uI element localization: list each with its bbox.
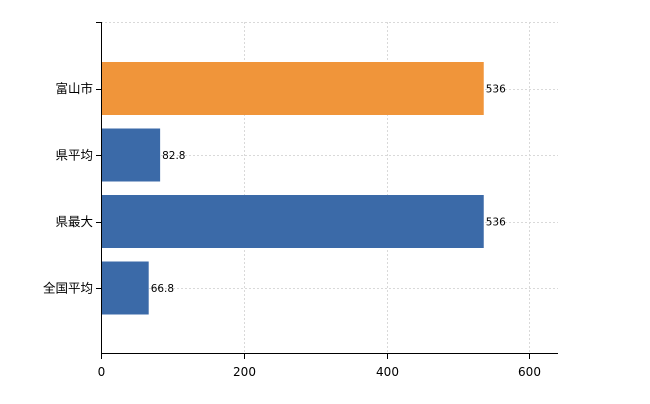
axis-layer: [96, 22, 558, 359]
data-label-0: 536: [486, 84, 506, 96]
bars-layer: [101, 62, 484, 315]
data-label-2: 536: [486, 217, 506, 229]
x-tick-label-0: 0: [98, 365, 106, 379]
category-label-0: 富山市: [55, 81, 93, 96]
x-tick-label-2: 400: [376, 365, 399, 379]
category-label-1: 県平均: [55, 148, 93, 163]
data-label-3: 66.8: [151, 283, 174, 295]
category-label-2: 県最大: [55, 214, 93, 229]
bar-1: [101, 128, 161, 182]
category-label-3: 全国平均: [43, 281, 93, 296]
labels-layer: 536 富山市 82.8 県平均 536 県最大 66.8 全国平均 0 200 400 600: [43, 81, 541, 379]
x-tick-label-3: 600: [518, 365, 541, 379]
x-tick-label-1: 200: [233, 365, 256, 379]
bar-3: [101, 261, 149, 315]
data-label-1: 82.8: [162, 150, 185, 162]
bar-2: [101, 195, 484, 248]
bar-0: [101, 62, 484, 115]
